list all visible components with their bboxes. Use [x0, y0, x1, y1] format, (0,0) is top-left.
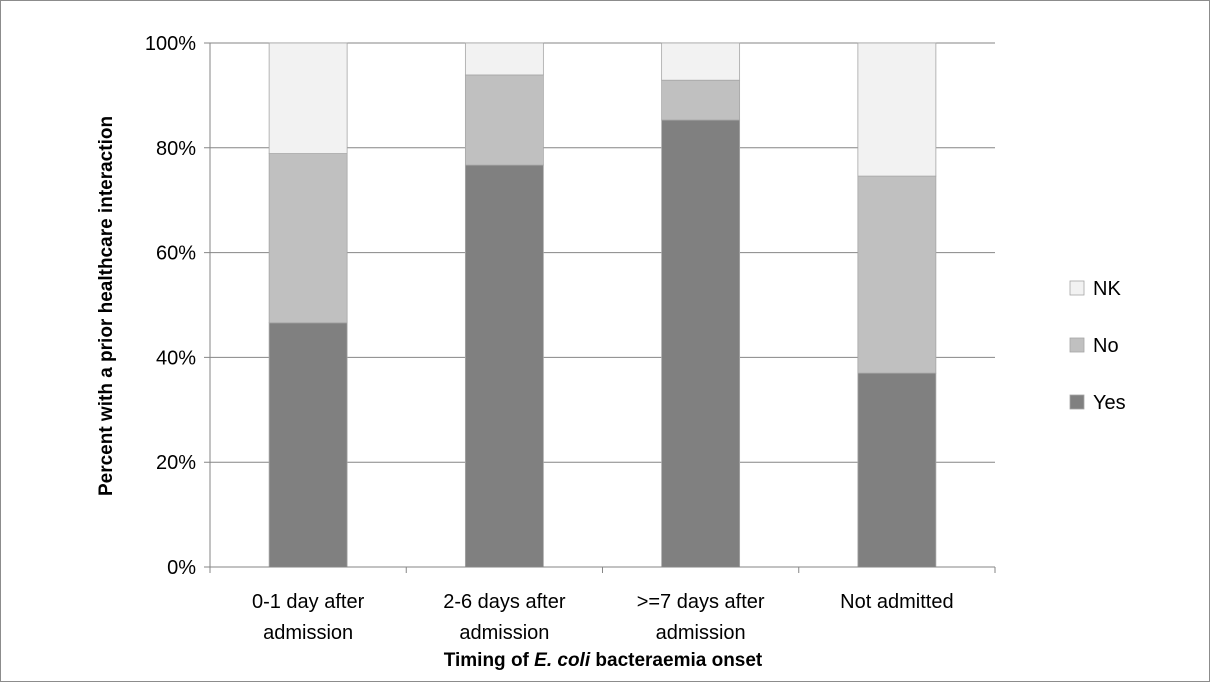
- bar-segment-yes: [661, 119, 741, 568]
- axes: [209, 43, 996, 573]
- bar-segment-nk: [268, 42, 348, 154]
- bar-segment-no: [661, 79, 741, 121]
- x-category-label: Not admitted: [840, 591, 953, 613]
- bars: [268, 42, 937, 568]
- bar-segment-yes: [268, 322, 348, 568]
- bar-segment-nk: [661, 42, 741, 81]
- legend: NK No Yes: [1069, 278, 1126, 414]
- x-axis-title-part: bacteraemia onset: [590, 650, 763, 671]
- y-tick-label: 0%: [167, 557, 196, 579]
- y-tick-labels: 0% 20% 40% 60% 80% 100%: [145, 33, 196, 579]
- x-category-label: admission: [263, 622, 353, 644]
- x-category-label: admission: [459, 622, 549, 644]
- x-category-label: 0-1 day after: [252, 591, 365, 613]
- x-category-label: 2-6 days after: [443, 591, 566, 613]
- bar-segment-no: [464, 74, 544, 166]
- bar-segment-no: [857, 175, 937, 374]
- x-category-label: >=7 days after: [637, 591, 765, 613]
- y-tick-label: 40%: [156, 347, 196, 369]
- bar-segment-nk: [857, 42, 937, 177]
- x-axis-title: Timing of E. coli bacteraemia onset: [444, 650, 763, 671]
- legend-label-yes: Yes: [1093, 392, 1126, 414]
- x-category-labels: 0-1 day after admission 2-6 days after admi…: [252, 591, 954, 644]
- legend-label-no: No: [1093, 335, 1119, 357]
- y-tick-label: 80%: [156, 138, 196, 160]
- y-axis-title: Percent with a prior healthcare interact…: [96, 116, 117, 496]
- y-tick-label: 20%: [156, 452, 196, 474]
- bar-segment-no: [268, 153, 348, 324]
- x-axis-title-part: E. coli: [534, 650, 591, 671]
- y-tick-label: 60%: [156, 243, 196, 265]
- x-category-label: admission: [656, 622, 746, 644]
- y-tick-label: 100%: [145, 33, 196, 55]
- x-axis-title-part: Timing of: [444, 650, 534, 671]
- bar-segment-yes: [857, 372, 937, 568]
- legend-swatch-no: [1069, 337, 1085, 353]
- bar-segment-nk: [464, 42, 544, 76]
- legend-label-nk: NK: [1093, 278, 1121, 300]
- legend-swatch-yes: [1069, 394, 1085, 410]
- bar-segment-yes: [464, 164, 544, 568]
- legend-swatch-nk: [1069, 280, 1085, 296]
